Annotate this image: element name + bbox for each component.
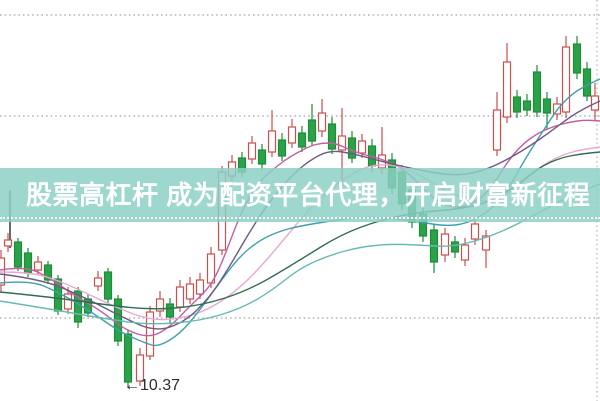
candle-body (327, 123, 337, 150)
candle-body (450, 241, 460, 253)
candle-body (317, 112, 327, 132)
candle-body (63, 293, 73, 310)
candle-body (175, 286, 185, 308)
candle-body (155, 298, 165, 312)
ma-line-ma-teal-slow (0, 183, 600, 325)
banner-gridline (0, 217, 600, 219)
candle-body (145, 311, 155, 357)
candle-body (561, 46, 571, 113)
candle-body (103, 271, 113, 300)
candle-body (532, 71, 542, 113)
candle-body (267, 130, 277, 153)
candle-body (512, 96, 522, 113)
candle-body (135, 354, 145, 382)
candle-body (357, 140, 367, 154)
low-price-value: 10.37 (140, 377, 181, 394)
candle-body (297, 132, 307, 148)
candle-body (3, 239, 13, 247)
headline-title: 股票高杠杆 成为配资平台代理，开启财富新征程 (26, 180, 591, 210)
candle-body (13, 241, 23, 268)
candle-body (440, 233, 450, 256)
candle-body (93, 277, 103, 287)
candle-body (502, 61, 512, 118)
candle-body (492, 109, 502, 151)
candle-body (257, 149, 267, 165)
candle-body (481, 235, 491, 251)
candle-body (460, 244, 470, 261)
candle-body (247, 142, 257, 160)
candle-body (522, 100, 532, 111)
candle-body (185, 283, 195, 300)
left-arrow-icon: ← (124, 377, 140, 394)
candle-body (572, 43, 582, 74)
candle-body (277, 139, 287, 157)
candle-body (43, 264, 53, 281)
candle-body (582, 68, 592, 97)
candle-body (337, 135, 347, 151)
candle-body (542, 98, 552, 114)
candle-body (287, 126, 297, 144)
low-price-callout: ←10.37 (124, 377, 180, 395)
candle-body (552, 103, 562, 115)
candle-body (195, 279, 205, 295)
ma-line-ma-slate (0, 100, 600, 330)
candle-body (123, 333, 133, 383)
candle-body (347, 137, 357, 159)
headline-banner (0, 168, 600, 222)
candle-body (470, 223, 480, 240)
candle-body (33, 261, 43, 271)
candle-body (307, 119, 317, 142)
candle-body (165, 303, 175, 318)
